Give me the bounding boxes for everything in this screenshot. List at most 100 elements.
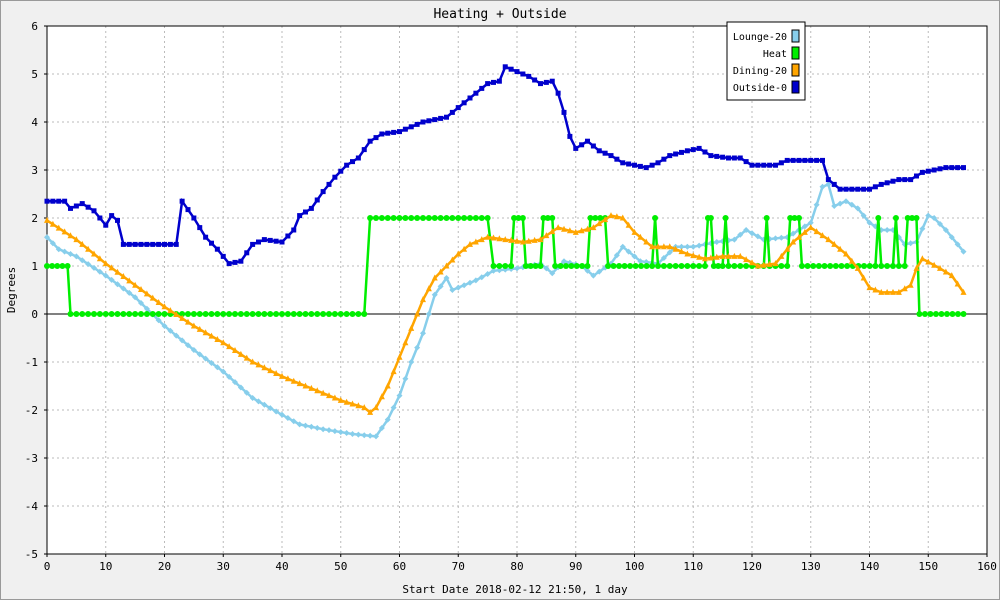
data-point xyxy=(55,246,62,253)
data-point xyxy=(626,161,632,167)
data-point xyxy=(350,159,355,165)
data-point xyxy=(179,337,186,344)
data-point xyxy=(96,311,103,317)
data-point xyxy=(167,327,174,334)
data-point xyxy=(511,215,518,221)
data-point xyxy=(472,215,479,221)
data-point xyxy=(197,225,203,231)
data-point xyxy=(355,431,362,438)
data-point xyxy=(690,243,697,250)
data-point xyxy=(720,154,726,160)
data-point xyxy=(884,288,891,295)
data-point xyxy=(960,288,967,295)
data-point xyxy=(261,401,268,408)
data-point xyxy=(297,213,303,219)
data-point xyxy=(326,427,332,434)
data-point xyxy=(320,426,327,433)
data-point xyxy=(79,201,85,207)
data-point xyxy=(114,311,121,317)
data-point xyxy=(637,233,644,240)
x-tick-label: 20 xyxy=(158,560,171,573)
data-point xyxy=(185,207,191,213)
data-point xyxy=(678,243,685,250)
data-point xyxy=(810,263,817,269)
data-point xyxy=(895,263,902,269)
data-point xyxy=(44,216,50,223)
data-point xyxy=(302,382,309,389)
data-point xyxy=(848,201,855,208)
x-tick-label: 0 xyxy=(44,560,51,573)
data-point xyxy=(449,287,456,293)
data-point xyxy=(255,398,262,405)
data-point xyxy=(925,212,932,219)
data-point xyxy=(813,201,820,208)
data-point xyxy=(179,198,185,204)
data-point xyxy=(731,263,738,269)
data-point xyxy=(649,243,656,250)
x-tick-label: 60 xyxy=(393,560,406,573)
data-point xyxy=(138,241,144,247)
data-point xyxy=(244,250,250,256)
data-point xyxy=(64,263,71,269)
data-point xyxy=(787,215,794,221)
data-point xyxy=(478,236,485,243)
data-point xyxy=(220,368,227,375)
data-point xyxy=(632,162,637,168)
data-point xyxy=(778,252,785,259)
data-point xyxy=(344,162,350,168)
data-point xyxy=(479,85,485,91)
data-point xyxy=(490,263,497,269)
data-point xyxy=(954,241,961,248)
data-point xyxy=(890,288,896,295)
data-point xyxy=(649,162,655,168)
data-point xyxy=(690,263,697,269)
legend-label: Outside-0 xyxy=(733,83,787,94)
data-point xyxy=(643,238,650,245)
data-point xyxy=(155,311,162,317)
data-point xyxy=(831,203,838,209)
data-point xyxy=(373,135,379,141)
data-point xyxy=(390,368,397,375)
data-point xyxy=(843,250,849,257)
data-point xyxy=(909,215,916,221)
data-point xyxy=(916,311,923,317)
data-point xyxy=(827,263,834,269)
data-point xyxy=(250,241,256,247)
data-point xyxy=(919,169,925,175)
legend-swatch xyxy=(791,63,800,77)
data-point xyxy=(652,215,659,221)
data-point xyxy=(749,259,755,266)
data-point xyxy=(179,314,186,321)
data-point xyxy=(267,405,274,412)
data-point xyxy=(431,291,438,298)
data-point xyxy=(373,404,379,411)
data-point xyxy=(820,157,825,163)
x-tick-label: 110 xyxy=(683,560,703,573)
data-point xyxy=(202,329,209,336)
data-point xyxy=(449,109,455,115)
data-point xyxy=(538,81,543,87)
data-point xyxy=(326,311,332,317)
data-point xyxy=(162,241,167,247)
data-point xyxy=(616,263,623,269)
data-point xyxy=(384,382,391,389)
data-point xyxy=(549,270,556,277)
data-point xyxy=(279,239,285,245)
data-point xyxy=(937,264,943,271)
data-point xyxy=(508,66,514,72)
data-point xyxy=(867,186,872,192)
data-point xyxy=(214,364,221,371)
data-point xyxy=(702,149,708,155)
data-point xyxy=(367,408,374,415)
data-point xyxy=(232,346,238,353)
data-point xyxy=(290,418,297,425)
data-point xyxy=(190,347,197,353)
data-point xyxy=(932,311,939,317)
data-point xyxy=(343,430,350,437)
data-point xyxy=(491,79,496,85)
data-point xyxy=(754,262,761,269)
data-point xyxy=(408,124,414,130)
data-point xyxy=(143,305,150,312)
data-point xyxy=(337,429,344,436)
data-point xyxy=(743,256,750,263)
